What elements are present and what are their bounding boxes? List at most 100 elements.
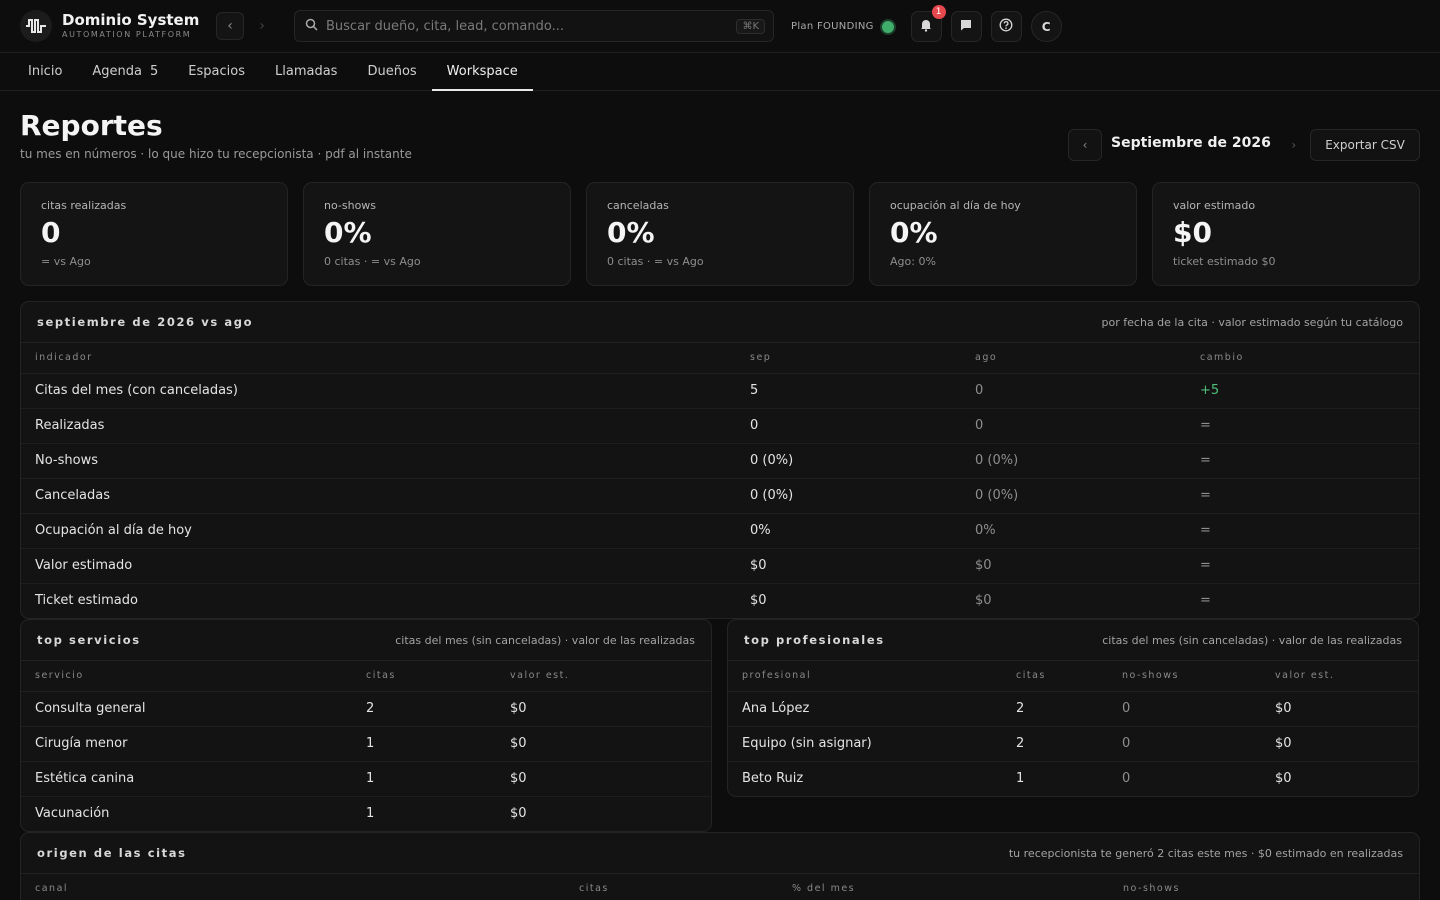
search-input[interactable] <box>326 18 737 34</box>
origin-panel: origen de las citas tu recepcionista te … <box>20 832 1420 900</box>
tab-label: Dueños <box>367 64 417 79</box>
table-row: Ticket estimado $0 $0 = <box>21 583 1419 618</box>
brand[interactable]: Dominio System AUTOMATION PLATFORM <box>20 10 216 42</box>
column-header: citas <box>352 661 496 692</box>
cell-service: Vacunación <box>35 806 110 822</box>
kpi-row: citas realizadas 0 = vs Ago no-shows 0% … <box>0 180 1440 286</box>
cell-change: = <box>1200 593 1211 609</box>
page-subtitle: tu mes en números · lo que hizo tu recep… <box>20 147 412 161</box>
search-shortcut: ⌘K <box>736 18 765 34</box>
month-navigator: ‹ Septiembre de 2026 › <box>1068 129 1311 161</box>
table-row: Citas del mes (con canceladas) 5 0 +5 <box>21 373 1419 409</box>
kpi-label: no-shows <box>324 199 377 212</box>
cell-service: Consulta general <box>21 691 352 727</box>
kpi-label: valor estimado <box>1173 199 1256 212</box>
top-services-panel: top servicios citas del mes (sin cancela… <box>20 619 712 832</box>
column-header: sep <box>736 343 961 374</box>
kpi-value: 0% <box>890 216 938 249</box>
kpi-value: 0% <box>607 216 655 249</box>
back-button[interactable]: ‹ <box>216 12 244 40</box>
top-professionals-table: profesional citas no-shows valor est. An… <box>728 661 1418 796</box>
bell-icon <box>919 18 933 36</box>
column-header: citas <box>565 874 778 900</box>
page-title: Reportes <box>20 109 163 142</box>
prev-month-button[interactable]: ‹ <box>1068 129 1102 161</box>
tab-label: Inicio <box>28 64 63 79</box>
kpi-sub: = vs Ago <box>41 255 91 268</box>
cell-value: $0 <box>1275 771 1292 787</box>
kpi-sub: 0 citas · = vs Ago <box>607 255 704 268</box>
cell-ago: 0 (0%) <box>961 478 1186 514</box>
messages-button[interactable] <box>950 11 982 42</box>
table-row: Valor estimado $0 $0 = <box>21 548 1419 584</box>
kpi-value: $0 <box>1173 216 1212 249</box>
tab-inicio[interactable]: Inicio <box>13 53 77 90</box>
cell-value: $0 <box>496 761 711 797</box>
cell-indicator: No-shows <box>21 443 736 479</box>
cell-change: +5 <box>1186 373 1419 409</box>
cell-noshows: 0 <box>1122 771 1131 787</box>
panel-title: top profesionales <box>744 633 885 647</box>
cell-noshows: 0 <box>1108 726 1261 762</box>
column-header: indicador <box>21 343 736 374</box>
table-row: Ana López 2 0 $0 <box>728 691 1418 727</box>
cell-citas: 1 <box>352 761 496 797</box>
table-row: Consulta general 2 $0 <box>21 691 711 727</box>
column-header: valor est. <box>1261 661 1418 692</box>
cell-service: Cirugía menor <box>21 726 352 762</box>
cell-value: $0 <box>1261 726 1418 762</box>
panel-note: por fecha de la cita · valor estimado se… <box>1101 315 1403 329</box>
chat-icon <box>959 18 973 36</box>
cell-ago: $0 <box>975 593 992 609</box>
cell-citas: 2 <box>1002 726 1108 762</box>
cell-ago: 0% <box>961 513 1186 549</box>
tab-llamadas[interactable]: Llamadas <box>260 53 352 90</box>
tab-count: 5 <box>150 64 159 79</box>
cell-change: = <box>1186 408 1419 444</box>
plan-indicator[interactable]: Plan FOUNDING <box>791 20 894 33</box>
cell-indicator: Canceladas <box>21 478 736 514</box>
table-row: Estética canina 1 $0 <box>21 761 711 797</box>
app-name: Dominio System <box>62 11 200 29</box>
kpi-card-canceladas: canceladas 0% 0 citas · = vs Ago <box>586 182 854 286</box>
help-button[interactable] <box>990 11 1022 42</box>
tab-duenos[interactable]: Dueños <box>352 53 431 90</box>
plan-status-dot <box>881 20 894 33</box>
cell-value: $0 <box>510 806 527 822</box>
cell-sep: 0% <box>736 513 961 549</box>
month-label: Septiembre de 2026 <box>1111 135 1271 151</box>
cell-professional: Beto Ruiz <box>742 771 804 787</box>
next-month-button[interactable]: › <box>1277 129 1311 161</box>
chevron-left-icon: ‹ <box>227 18 233 34</box>
column-header: cambio <box>1186 343 1419 374</box>
top-bar: Dominio System AUTOMATION PLATFORM ‹ › ⌘… <box>0 0 1440 53</box>
tab-label: Agenda <box>92 64 143 79</box>
cell-ago: 0 (0%) <box>961 443 1186 479</box>
panel-title: origen de las citas <box>37 846 187 860</box>
cell-citas: 2 <box>352 691 496 727</box>
cell-indicator: Realizadas <box>21 408 736 444</box>
kpi-sub: Ago: 0% <box>890 255 936 268</box>
column-header: ago <box>961 343 1186 374</box>
column-header: no-shows <box>1108 661 1261 692</box>
cell-value: $0 <box>496 691 711 727</box>
table-row: Equipo (sin asignar) 2 0 $0 <box>728 726 1418 762</box>
tab-espacios[interactable]: Espacios <box>173 53 260 90</box>
cell-sep: 0 (0%) <box>736 478 961 514</box>
cell-ago: 0 <box>961 373 1186 409</box>
chevron-left-icon: ‹ <box>1082 138 1088 152</box>
tab-agenda[interactable]: Agenda 5 <box>77 53 173 90</box>
forward-button[interactable]: › <box>248 12 276 40</box>
cell-professional: Ana López <box>728 691 1002 727</box>
search-bar[interactable]: ⌘K <box>294 10 774 42</box>
notifications-button[interactable]: 1 <box>910 5 946 42</box>
notification-count-badge: 1 <box>931 5 946 19</box>
user-avatar[interactable]: C <box>1030 11 1062 42</box>
top-services-table: servicio citas valor est. Consulta gener… <box>21 661 711 831</box>
export-csv-button[interactable]: Exportar CSV <box>1310 129 1420 161</box>
tab-workspace[interactable]: Workspace <box>431 53 533 91</box>
cell-change: = <box>1186 478 1419 514</box>
column-header: no-shows <box>1109 874 1419 900</box>
cell-indicator: Ticket estimado <box>35 593 138 609</box>
cell-service: Estética canina <box>21 761 352 797</box>
